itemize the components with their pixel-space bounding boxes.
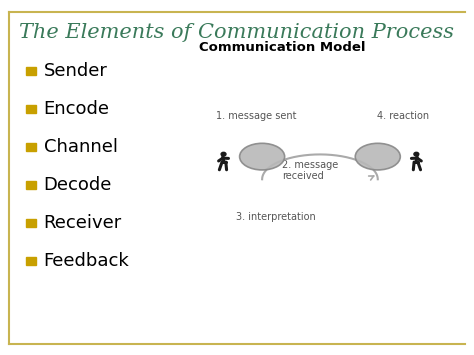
Bar xyxy=(26,105,36,113)
Text: Decode: Decode xyxy=(44,176,112,194)
Circle shape xyxy=(414,152,419,156)
Ellipse shape xyxy=(356,143,400,170)
Bar xyxy=(26,181,36,189)
Text: Communication Model: Communication Model xyxy=(199,41,365,54)
Bar xyxy=(26,257,36,265)
Text: 2. message
received: 2. message received xyxy=(282,160,338,181)
Text: The Elements of Communication Process: The Elements of Communication Process xyxy=(19,23,454,42)
Bar xyxy=(26,143,36,151)
Bar xyxy=(26,219,36,227)
Bar xyxy=(26,67,36,75)
Text: Sender: Sender xyxy=(44,62,108,80)
Text: Channel: Channel xyxy=(44,138,118,156)
Text: 3. interpretation: 3. interpretation xyxy=(236,212,316,222)
Text: Encode: Encode xyxy=(44,100,109,118)
Circle shape xyxy=(221,152,226,156)
Text: 4. reaction: 4. reaction xyxy=(377,111,429,121)
Text: 1. message sent: 1. message sent xyxy=(216,111,296,121)
Text: Receiver: Receiver xyxy=(44,214,122,232)
Ellipse shape xyxy=(239,143,284,170)
Text: Feedback: Feedback xyxy=(44,252,129,270)
